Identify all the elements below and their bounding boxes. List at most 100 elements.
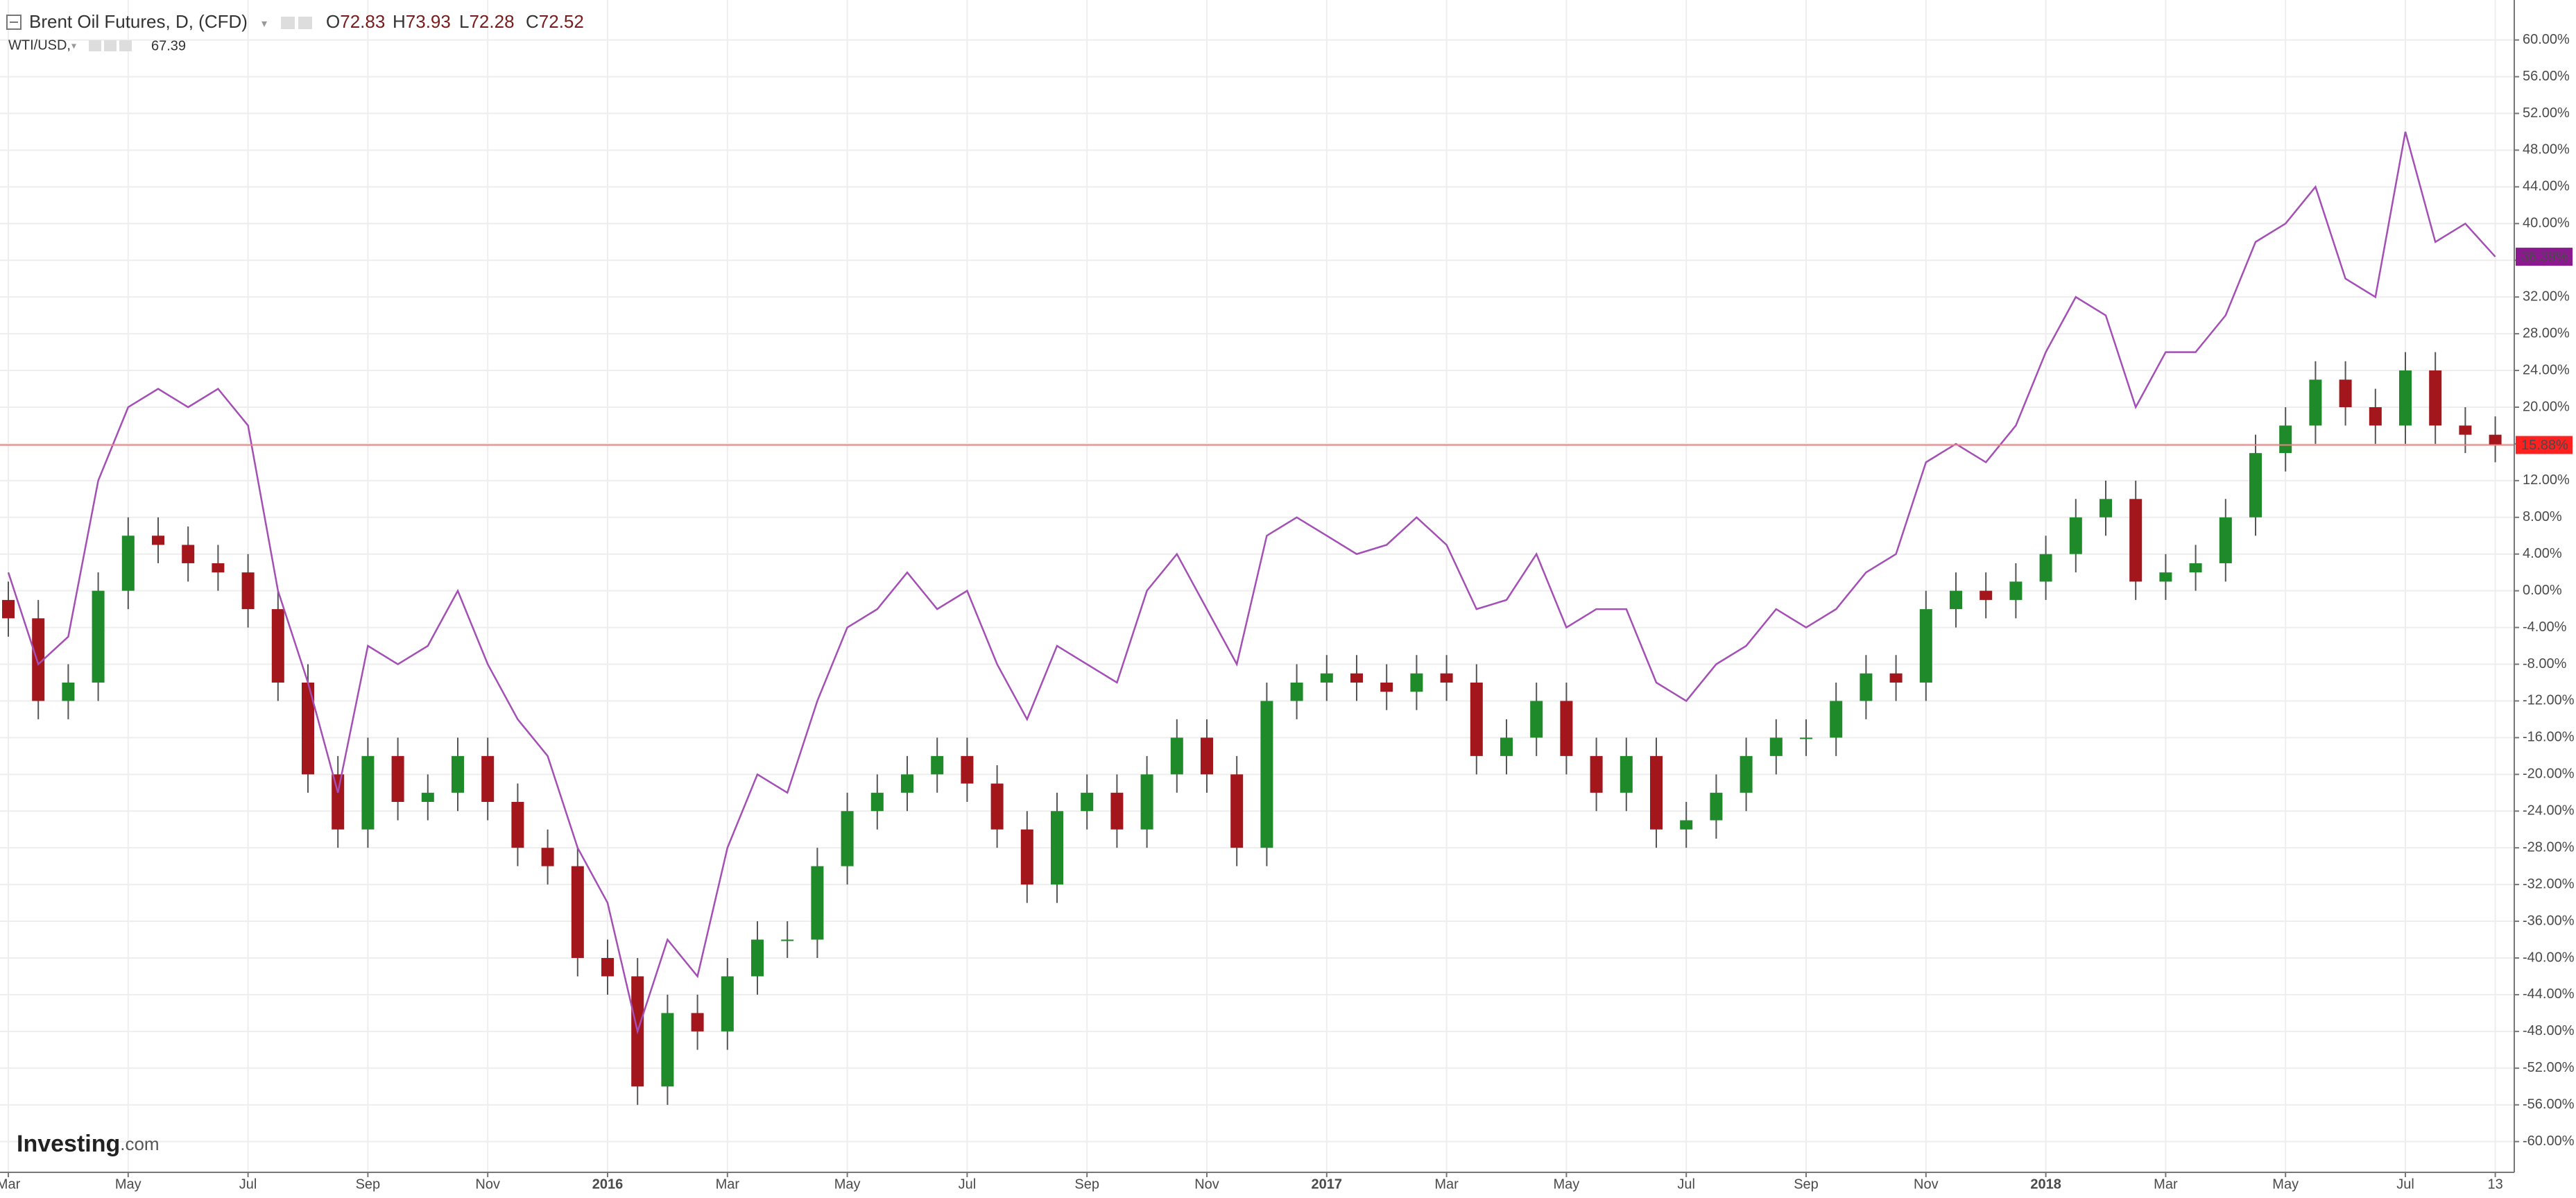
x-tick-label: Sep [1794, 1176, 1819, 1192]
y-tick-label: 60.00% [2523, 32, 2570, 47]
candle-body [571, 866, 584, 958]
y-tick-label: -56.00% [2523, 1097, 2575, 1112]
y-tick-label: -8.00% [2523, 656, 2567, 671]
candle-body [212, 563, 225, 573]
settings-icon[interactable] [89, 40, 101, 51]
candle-body [481, 755, 495, 803]
candle-body [1500, 737, 1513, 756]
candle-body [1620, 755, 1633, 793]
candle-body [1919, 609, 1932, 683]
y-tick-label: 12.00% [2523, 472, 2570, 488]
hide-icon[interactable] [298, 17, 312, 29]
ohlc-label: L [459, 11, 469, 32]
candle-body [601, 957, 614, 977]
candle-body [1020, 829, 1033, 885]
candle-body [1470, 682, 1483, 756]
dropdown-arrow[interactable]: ▾ [261, 18, 267, 30]
y-tick-label: 8.00% [2523, 509, 2562, 524]
candle-body [1230, 774, 1244, 848]
candle-body [1201, 737, 1213, 775]
x-tick-label: Sep [356, 1176, 381, 1192]
ohlc-item: O72.83 [326, 11, 385, 32]
candle-body [2429, 370, 2442, 426]
candle-body [2489, 434, 2502, 445]
candle-body [931, 755, 944, 775]
dropdown-arrow[interactable]: ▾ [71, 40, 76, 51]
ohlc-label: O [326, 11, 340, 32]
price-tag-box [2516, 248, 2573, 266]
y-tick-label: -36.00% [2523, 913, 2575, 928]
x-tick-label: Mar [0, 1176, 21, 1192]
ohlc-item: H73.93 [393, 11, 451, 32]
candle-body [1530, 701, 1543, 738]
x-tick-label: Jul [239, 1176, 257, 1192]
x-tick-label: 2016 [592, 1176, 624, 1192]
candle-body [811, 866, 824, 940]
settings-icon[interactable] [281, 17, 295, 29]
candle-body [2309, 379, 2322, 426]
price-tag-box [2516, 436, 2573, 454]
logo: Investing.com [17, 1131, 160, 1157]
candle-body [2039, 554, 2052, 582]
candle-body [421, 792, 434, 803]
y-tick-label: 44.00% [2523, 179, 2570, 194]
candle-body [2219, 517, 2232, 563]
y-tick-label: -40.00% [2523, 950, 2575, 965]
candle-body [1410, 673, 1423, 692]
ohlc-value: 72.52 [539, 11, 584, 32]
candle-body [2, 599, 15, 619]
y-tick-label: 48.00% [2523, 142, 2570, 157]
candle-body [2399, 370, 2412, 426]
ohlc-label: C [526, 11, 539, 32]
candle-body [1560, 701, 1573, 756]
ohlc-value: 72.28 [469, 11, 514, 32]
y-tick-label: 52.00% [2523, 105, 2570, 121]
candle-body [1740, 755, 1753, 793]
y-tick-label: -4.00% [2523, 619, 2567, 635]
candle-body [1170, 737, 1183, 775]
x-tick-label: May [2272, 1176, 2299, 1192]
candle-body [961, 755, 974, 784]
candle-body [2369, 407, 2382, 426]
candle-body [2279, 425, 2292, 454]
x-tick-label: May [1554, 1176, 1580, 1192]
chart-title: Brent Oil Futures, D, (CFD) [29, 11, 248, 32]
y-tick-label: 56.00% [2523, 69, 2570, 84]
candle-body [1110, 792, 1124, 830]
plot-area [0, 131, 2514, 1105]
candle-body [1889, 673, 1903, 683]
candle-body [901, 774, 913, 793]
candle-body [511, 802, 524, 848]
y-tick-label: -20.00% [2523, 767, 2575, 782]
y-tick-label: -16.00% [2523, 730, 2575, 745]
x-tick-label: 2017 [1312, 1176, 1343, 1192]
candle-body [661, 1013, 674, 1087]
candle-body [1320, 673, 1333, 683]
y-tick-label: 24.00% [2523, 362, 2570, 377]
remove-icon[interactable] [119, 40, 132, 51]
x-tick-label: 13 [2487, 1176, 2502, 1192]
hide-icon[interactable] [104, 40, 117, 51]
y-tick-label: -44.00% [2523, 986, 2575, 1002]
x-tick-label: Mar [2154, 1176, 2178, 1192]
candle-body [452, 755, 464, 793]
x-tick-label: Nov [1914, 1176, 1939, 1192]
x-tick-label: Jul [959, 1176, 977, 1192]
candle-body [2159, 572, 2172, 582]
price-tag-label: 36.39% [2521, 249, 2568, 264]
candle-body [271, 609, 284, 683]
candle-body [302, 682, 314, 775]
candle-body [1800, 737, 1812, 739]
candle-body [691, 1013, 704, 1032]
candle-body [1980, 590, 1993, 600]
legend-header: Brent Oil Futures, D, (CFD) ▾ O72.83 H73.… [6, 11, 584, 53]
candle-body [1650, 755, 1663, 830]
candle-body [32, 618, 45, 701]
x-tick-label: Sep [1074, 1176, 1099, 1192]
candle-body [990, 783, 1004, 830]
ohlc-label: H [393, 11, 406, 32]
candle-body [1260, 701, 1273, 848]
candle-body [332, 774, 345, 830]
candle-body [751, 939, 764, 977]
